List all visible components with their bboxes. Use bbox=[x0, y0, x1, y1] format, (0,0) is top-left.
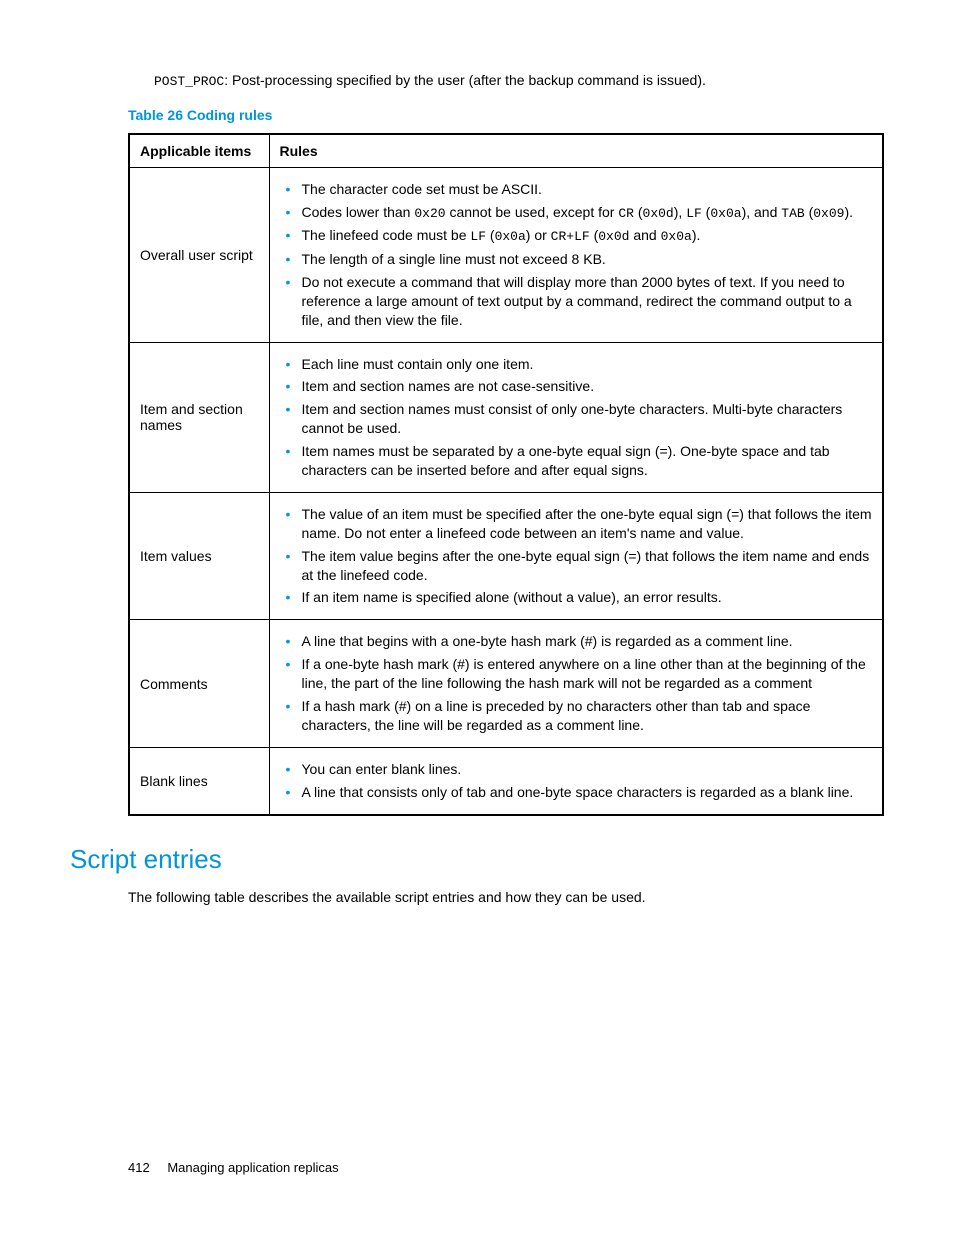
code-text: CR bbox=[618, 206, 634, 221]
table-caption: Table 26 Coding rules bbox=[128, 107, 884, 123]
row-rules: The character code set must be ASCII. Cod… bbox=[269, 168, 883, 343]
rule-text: Each line must contain only one item. bbox=[302, 356, 534, 372]
coding-rules-table: Applicable items Rules Overall user scri… bbox=[128, 133, 884, 816]
rule-item: Item and section names must consist of o… bbox=[280, 400, 873, 438]
rule-item: You can enter blank lines. bbox=[280, 760, 873, 779]
col-rules: Rules bbox=[269, 134, 883, 168]
rule-item: The value of an item must be specified a… bbox=[280, 505, 873, 543]
col-applicable-items: Applicable items bbox=[129, 134, 269, 168]
rule-list: Each line must contain only one item. Ite… bbox=[280, 355, 873, 480]
code-text: 0x20 bbox=[414, 206, 445, 221]
rule-text: ( bbox=[590, 227, 599, 243]
rule-text: The length of a single line must not exc… bbox=[302, 251, 606, 267]
rule-text: ). bbox=[692, 227, 701, 243]
code-text: TAB bbox=[781, 206, 804, 221]
row-rules: You can enter blank lines. A line that co… bbox=[269, 747, 883, 814]
code-text: LF bbox=[470, 229, 486, 244]
rule-text: Item and section names are not case-sens… bbox=[302, 378, 595, 394]
table-row: Blank lines You can enter blank lines. A l… bbox=[129, 747, 883, 814]
rule-text: The item value begins after the one-byte… bbox=[302, 548, 870, 583]
rule-item: Do not execute a command that will displ… bbox=[280, 273, 873, 330]
table-body: Overall user scriptThe character code se… bbox=[129, 168, 883, 815]
rule-item: If a hash mark (#) on a line is preceded… bbox=[280, 697, 873, 735]
code-text: 0x0a bbox=[495, 229, 526, 244]
rule-list: A line that begins with a one-byte hash … bbox=[280, 632, 873, 734]
rule-item: The length of a single line must not exc… bbox=[280, 250, 873, 269]
table-row: Item values The value of an item must be … bbox=[129, 492, 883, 619]
rule-text: The character code set must be ASCII. bbox=[302, 181, 542, 197]
intro-text: : Post-processing specified by the user … bbox=[224, 72, 706, 88]
rule-text: The value of an item must be specified a… bbox=[302, 506, 872, 541]
rule-item: If a one-byte hash mark (#) is entered a… bbox=[280, 655, 873, 693]
rule-text: Item names must be separated by a one-by… bbox=[302, 443, 830, 478]
rule-item: The character code set must be ASCII. bbox=[280, 180, 873, 199]
rule-list: The character code set must be ASCII. Cod… bbox=[280, 180, 873, 330]
code-text: LF bbox=[686, 206, 702, 221]
rule-text: If a hash mark (#) on a line is preceded… bbox=[302, 698, 811, 733]
rule-text: Item and section names must consist of o… bbox=[302, 401, 843, 436]
rule-text: If an item name is specified alone (with… bbox=[302, 589, 722, 605]
row-rules: The value of an item must be specified a… bbox=[269, 492, 883, 619]
rule-text: A line that consists only of tab and one… bbox=[302, 784, 854, 800]
table-row: Overall user scriptThe character code se… bbox=[129, 168, 883, 343]
code-text: 0x0d bbox=[598, 229, 629, 244]
rule-item: If an item name is specified alone (with… bbox=[280, 588, 873, 607]
page-footer: 412 Managing application replicas bbox=[128, 1160, 339, 1175]
rule-text: ). bbox=[844, 204, 853, 220]
rule-item: The linefeed code must be LF (0x0a) or C… bbox=[280, 226, 873, 246]
rule-item: Codes lower than 0x20 cannot be used, ex… bbox=[280, 203, 873, 223]
row-label: Overall user script bbox=[129, 168, 269, 343]
rule-item: Each line must contain only one item. bbox=[280, 355, 873, 374]
rule-item: A line that consists only of tab and one… bbox=[280, 783, 873, 802]
intro-code: POST_PROC bbox=[154, 74, 224, 89]
rule-text: ), and bbox=[742, 204, 782, 220]
footer-title: Managing application replicas bbox=[167, 1160, 338, 1175]
rule-item: A line that begins with a one-byte hash … bbox=[280, 632, 873, 651]
table-row: Item and section namesEach line must con… bbox=[129, 342, 883, 492]
row-label: Item and section names bbox=[129, 342, 269, 492]
code-text: 0x0a bbox=[661, 229, 692, 244]
rule-text: Codes lower than bbox=[302, 204, 415, 220]
section-body: The following table describes the availa… bbox=[128, 889, 884, 905]
code-text: 0x0d bbox=[643, 206, 674, 221]
rule-text: A line that begins with a one-byte hash … bbox=[302, 633, 793, 649]
rule-list: The value of an item must be specified a… bbox=[280, 505, 873, 607]
code-text: 0x09 bbox=[813, 206, 844, 221]
rule-text: ) or bbox=[526, 227, 551, 243]
rule-item: Item names must be separated by a one-by… bbox=[280, 442, 873, 480]
rule-list: You can enter blank lines. A line that co… bbox=[280, 760, 873, 802]
code-text: 0x0a bbox=[710, 206, 741, 221]
intro-paragraph: POST_PROC: Post-processing specified by … bbox=[154, 72, 884, 89]
row-rules: Each line must contain only one item. Ite… bbox=[269, 342, 883, 492]
rule-text: cannot be used, except for bbox=[446, 204, 619, 220]
table-header-row: Applicable items Rules bbox=[129, 134, 883, 168]
rule-item: Item and section names are not case-sens… bbox=[280, 377, 873, 396]
row-label: Item values bbox=[129, 492, 269, 619]
rule-text: ), bbox=[674, 204, 686, 220]
row-label: Comments bbox=[129, 620, 269, 747]
page-number: 412 bbox=[128, 1160, 150, 1175]
section-heading: Script entries bbox=[70, 844, 884, 875]
rule-text: ( bbox=[486, 227, 495, 243]
row-rules: A line that begins with a one-byte hash … bbox=[269, 620, 883, 747]
table-row: Comments A line that begins with a one-by… bbox=[129, 620, 883, 747]
rule-text: If a one-byte hash mark (#) is entered a… bbox=[302, 656, 866, 691]
rule-text: You can enter blank lines. bbox=[302, 761, 462, 777]
rule-text: ( bbox=[634, 204, 643, 220]
row-label: Blank lines bbox=[129, 747, 269, 814]
rule-item: The item value begins after the one-byte… bbox=[280, 547, 873, 585]
code-text: CR+LF bbox=[551, 229, 590, 244]
rule-text: Do not execute a command that will displ… bbox=[302, 274, 852, 328]
rule-text: ( bbox=[805, 204, 814, 220]
rule-text: and bbox=[629, 227, 660, 243]
rule-text: The linefeed code must be bbox=[302, 227, 471, 243]
document-page: POST_PROC: Post-processing specified by … bbox=[0, 0, 954, 1235]
